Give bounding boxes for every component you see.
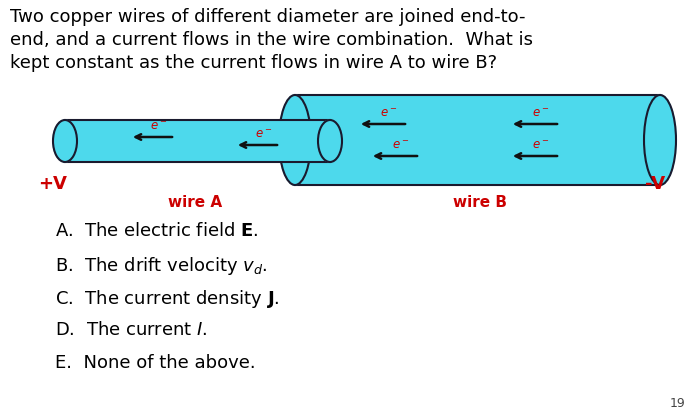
- Text: C.  The current density $\mathbf{J}$.: C. The current density $\mathbf{J}$.: [55, 288, 279, 310]
- Text: B.  The drift velocity $\mathit{v}$$\mathit{d}$.: B. The drift velocity $\mathit{v}$$\math…: [55, 255, 271, 277]
- Bar: [295, 95, 660, 185]
- Bar: [65, 120, 330, 162]
- Text: +V: +V: [38, 175, 67, 193]
- Text: -V: -V: [645, 175, 665, 193]
- Text: $e^-$: $e^-$: [380, 107, 398, 120]
- Ellipse shape: [318, 120, 342, 162]
- Text: B.  The drift velocity $v_d$.: B. The drift velocity $v_d$.: [55, 255, 267, 277]
- Ellipse shape: [53, 120, 77, 162]
- Text: E.  None of the above.: E. None of the above.: [55, 354, 256, 372]
- Ellipse shape: [279, 95, 311, 185]
- Text: A.  The electric field $\mathbf{E}$.: A. The electric field $\mathbf{E}$.: [55, 222, 258, 240]
- Text: $e^-$: $e^-$: [392, 139, 410, 152]
- Text: D.  The current $\mathit{I}$.: D. The current $\mathit{I}$.: [55, 321, 208, 339]
- Text: $e^-$: $e^-$: [255, 128, 272, 141]
- Ellipse shape: [644, 95, 676, 185]
- Text: 19: 19: [669, 397, 685, 410]
- Text: Two copper wires of different diameter are joined end-to-
end, and a current flo: Two copper wires of different diameter a…: [10, 8, 533, 72]
- Text: wire A: wire A: [168, 195, 222, 210]
- Text: $e^-$: $e^-$: [532, 107, 550, 120]
- Text: wire B: wire B: [453, 195, 507, 210]
- Text: $e^-$: $e^-$: [150, 120, 167, 133]
- Text: $e^-$: $e^-$: [532, 139, 550, 152]
- Bar: [53, 253, 553, 284]
